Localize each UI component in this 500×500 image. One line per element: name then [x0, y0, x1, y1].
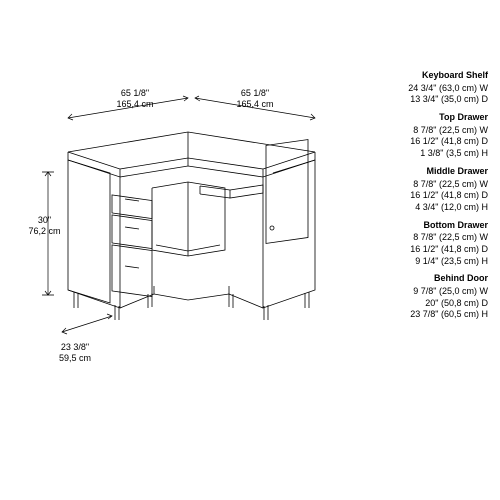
diagram-container: 65 1/8" 165,4 cm 65 1/8" 165,4 cm 30" 76… [0, 50, 500, 450]
specifications-list: Keyboard Shelf24 3/4" (63,0 cm) W13 3/4"… [348, 70, 488, 327]
spec-line: 8 7/8" (22,5 cm) W [348, 125, 488, 137]
spec-title: Top Drawer [348, 112, 488, 124]
spec-group: Keyboard Shelf24 3/4" (63,0 cm) W13 3/4"… [348, 70, 488, 106]
spec-line: 8 7/8" (22,5 cm) W [348, 232, 488, 244]
desk-drawing: 65 1/8" 165,4 cm 65 1/8" 165,4 cm 30" 76… [20, 80, 330, 360]
spec-line: 24 3/4" (63,0 cm) W [348, 83, 488, 95]
spec-title: Behind Door [348, 273, 488, 285]
spec-title: Keyboard Shelf [348, 70, 488, 82]
spec-line: 8 7/8" (22,5 cm) W [348, 179, 488, 191]
spec-line: 9 1/4" (23,5 cm) H [348, 256, 488, 268]
spec-group: Top Drawer8 7/8" (22,5 cm) W16 1/2" (41,… [348, 112, 488, 160]
spec-group: Behind Door9 7/8" (25,0 cm) W20" (50,8 c… [348, 273, 488, 321]
spec-line: 1 3/8" (3,5 cm) H [348, 148, 488, 160]
spec-line: 23 7/8" (60,5 cm) H [348, 309, 488, 321]
spec-title: Middle Drawer [348, 166, 488, 178]
spec-line: 16 1/2" (41,8 cm) D [348, 244, 488, 256]
spec-group: Middle Drawer8 7/8" (22,5 cm) W16 1/2" (… [348, 166, 488, 214]
desk-svg [20, 80, 330, 360]
spec-group: Bottom Drawer8 7/8" (22,5 cm) W16 1/2" (… [348, 220, 488, 268]
spec-line: 13 3/4" (35,0 cm) D [348, 94, 488, 106]
spec-line: 9 7/8" (25,0 cm) W [348, 286, 488, 298]
spec-line: 4 3/4" (12,0 cm) H [348, 202, 488, 214]
spec-title: Bottom Drawer [348, 220, 488, 232]
spec-line: 16 1/2" (41,8 cm) D [348, 136, 488, 148]
spec-line: 20" (50,8 cm) D [348, 298, 488, 310]
spec-line: 16 1/2" (41,8 cm) D [348, 190, 488, 202]
